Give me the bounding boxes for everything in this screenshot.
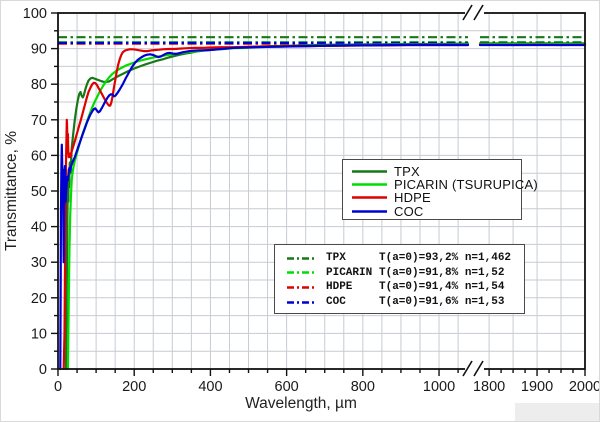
legend-item: COC T(a=0)=91,6% n=1,53: [286, 295, 524, 310]
legend-values-text: T(a=0)=91,6% n=1,53: [379, 296, 505, 309]
legend-line-swatch: [352, 170, 387, 173]
svg-text:1000: 1000: [423, 379, 455, 395]
legend-dashdot-swatch: [287, 271, 316, 275]
watermark-patch: [515, 403, 599, 421]
legend-values-text: T(a=0)=91,4% n=1,54: [379, 281, 505, 294]
legend-label: TPX: [394, 164, 420, 180]
legend-item: HDPE T(a=0)=91,4% n=1,54: [286, 280, 524, 295]
svg-text:800: 800: [351, 379, 375, 395]
legend-dashdot-swatch: [287, 256, 316, 260]
legend-material: COC: [326, 296, 346, 309]
tick-labels: 0 200 400 600 800 1000 1800 1900 2000 0 10 20 30 40 50…: [3, 6, 600, 412]
axis-ticks: [51, 12, 586, 376]
svg-text:70: 70: [31, 113, 47, 129]
svg-text:1900: 1900: [521, 379, 553, 395]
x-axis-title: Wavelength, µm: [245, 395, 357, 412]
curve-legend: TPX PICARIN (TSURUPICA) HDPE COC: [342, 159, 538, 220]
legend-line-swatch: [352, 196, 387, 200]
svg-text:400: 400: [198, 379, 222, 395]
svg-text:20: 20: [31, 291, 47, 307]
svg-text:0: 0: [54, 379, 62, 395]
legend-item: PICARIN T(a=0)=91,8% n=1,52: [286, 266, 524, 281]
legend-item: COC: [351, 203, 521, 219]
legend-material: TPX: [326, 252, 346, 265]
svg-text:90: 90: [31, 42, 47, 58]
legend-item: TPX: [351, 164, 521, 180]
axis-break-marks: [462, 4, 484, 377]
legend-material: HDPE: [326, 281, 353, 294]
svg-text:1800: 1800: [473, 379, 505, 395]
legend-label: PICARIN (TSURUPICA): [394, 177, 538, 193]
svg-text:100: 100: [23, 6, 47, 22]
svg-text:10: 10: [31, 326, 47, 342]
legend-dashdot-swatch: [287, 286, 316, 289]
svg-text:600: 600: [275, 379, 299, 395]
legend-item: HDPE: [351, 190, 521, 206]
legend-label: COC: [394, 203, 424, 219]
legend-label: HDPE: [394, 190, 431, 206]
svg-text:30: 30: [31, 255, 47, 271]
svg-text:200: 200: [122, 379, 146, 395]
svg-text:80: 80: [31, 77, 47, 93]
legend-line-swatch: [352, 209, 387, 213]
series-COC: [59, 43, 587, 371]
legend-values-text: T(a=0)=91,8% n=1,52: [379, 266, 505, 279]
legend-line-swatch: [352, 183, 387, 187]
parameters-legend: TPX T(a=0)=93,2% n=1,462 PICARIN T(a=0)=…: [274, 244, 525, 314]
legend-material: PICARIN: [326, 266, 373, 279]
legend-item: PICARIN (TSURUPICA): [351, 177, 538, 192]
legend-dashdot-swatch: [287, 300, 316, 304]
svg-text:40: 40: [31, 220, 47, 236]
svg-text:2000: 2000: [569, 379, 600, 395]
svg-text:50: 50: [31, 184, 47, 200]
legend-item: TPX T(a=0)=93,2% n=1,462: [286, 251, 524, 266]
legend-values-text: T(a=0)=93,2% n=1,462: [379, 252, 512, 265]
svg-text:60: 60: [31, 148, 47, 164]
y-axis-title: Transmittance, %: [3, 131, 20, 251]
svg-text:0: 0: [39, 362, 47, 378]
